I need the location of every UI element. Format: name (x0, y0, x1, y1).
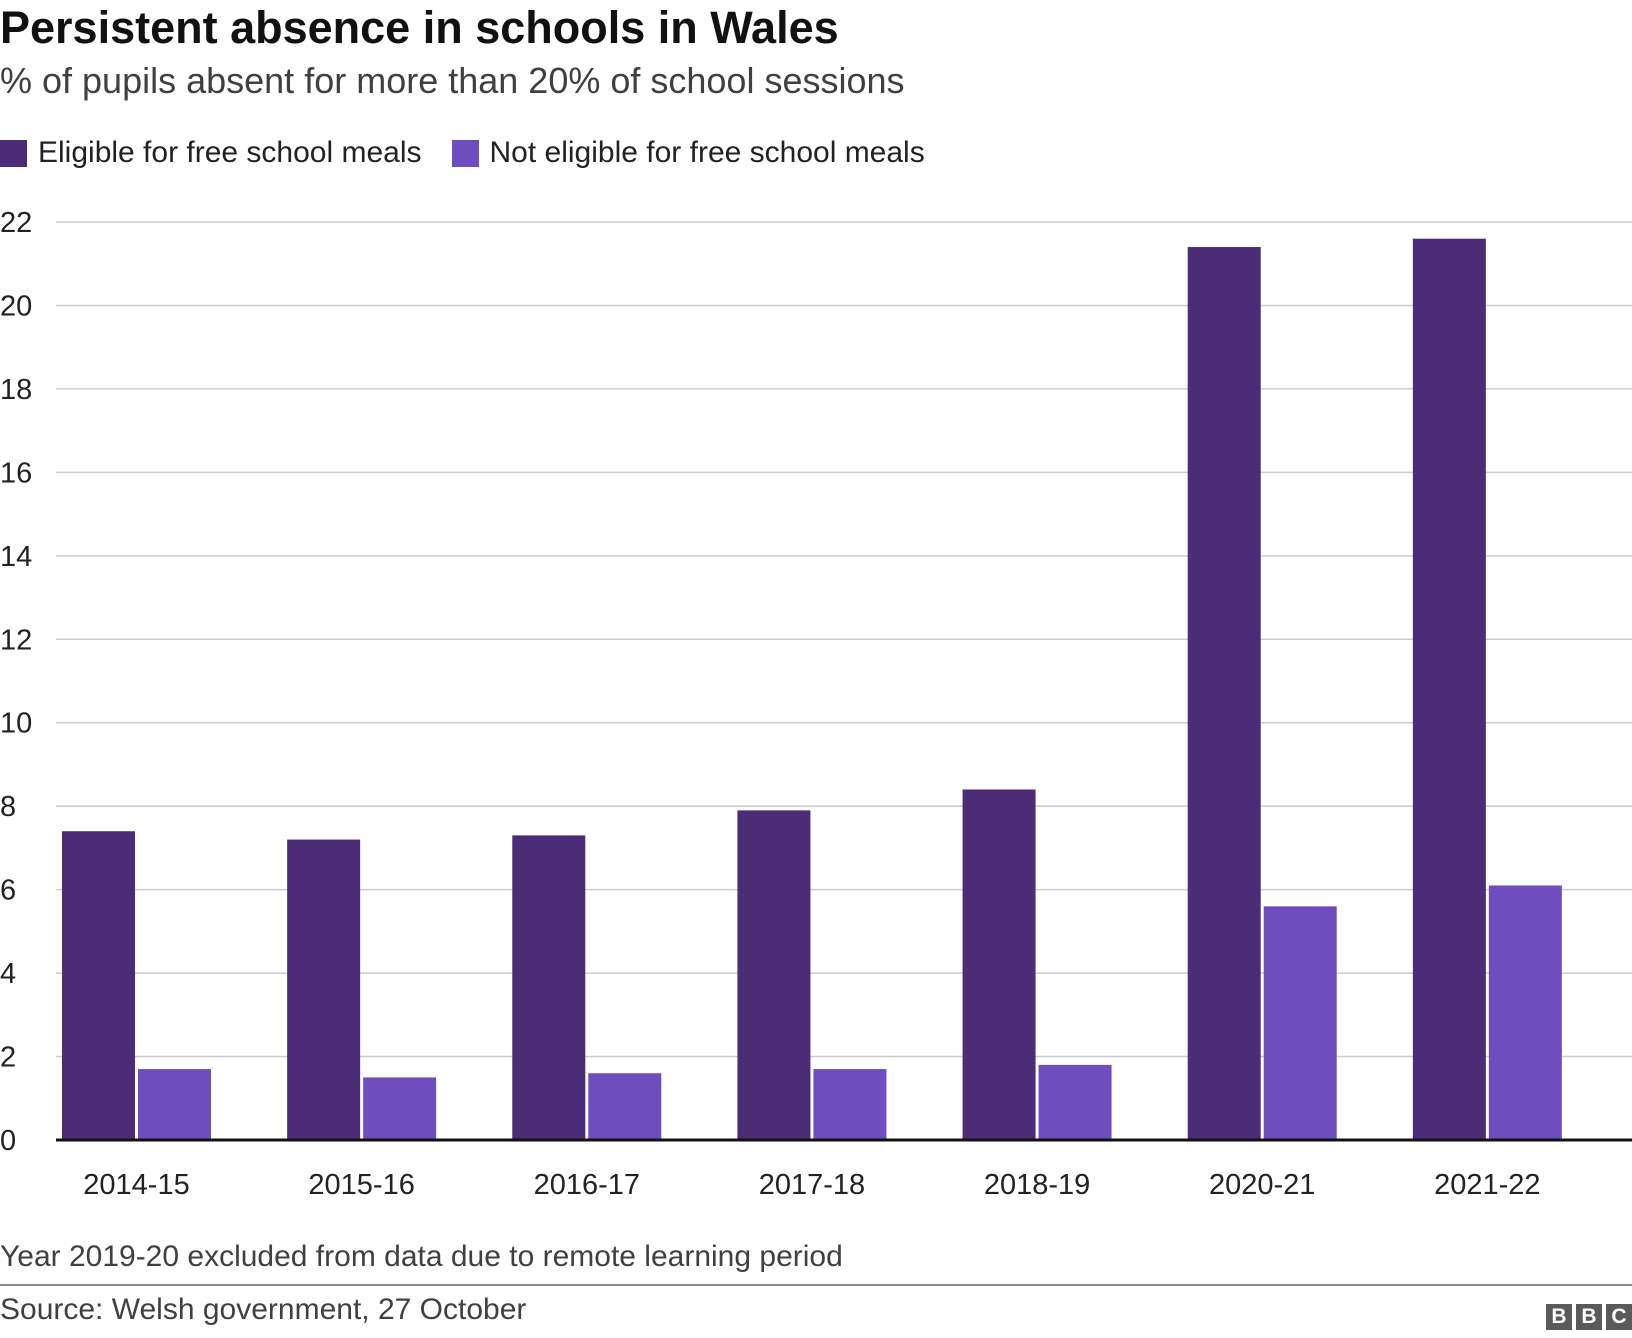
legend-label-eligible: Eligible for free school meals (38, 136, 422, 169)
legend-swatch-eligible (0, 139, 27, 167)
chart-title: Persistent absence in schools in Wales (0, 2, 839, 53)
logo-letter: B (1546, 1304, 1572, 1330)
footnote: Year 2019-20 excluded from data due to r… (0, 1240, 843, 1273)
x-tick-label: 2016-17 (534, 1169, 640, 1200)
x-tick-label: 2021-22 (1434, 1169, 1540, 1200)
bar-eligible (287, 839, 361, 1140)
y-tick-label: 10 (0, 708, 32, 740)
y-tick-label: 16 (0, 457, 32, 489)
bar-not-eligible (138, 1069, 211, 1140)
y-tick-label: 0 (0, 1125, 16, 1157)
bar-not-eligible (1488, 885, 1562, 1140)
bar-not-eligible (1263, 906, 1337, 1140)
chart-subtitle: % of pupils absent for more than 20% of … (0, 60, 905, 101)
legend-item-eligible: Eligible for free school meals (0, 136, 422, 170)
bbc-logo: B B C (1542, 1304, 1632, 1330)
x-tick-label: 2018-19 (984, 1169, 1090, 1200)
source-text: Source: Welsh government, 27 October (0, 1293, 527, 1326)
x-tick-label: 2020-21 (1209, 1169, 1315, 1200)
x-tick-label: 2014-15 (83, 1169, 189, 1200)
y-tick-label: 6 (0, 875, 16, 907)
y-tick-label: 8 (0, 791, 16, 823)
bar-chart: 0 2 4 6 8 10 12 14 16 18 20 22 2014-15 2015-16 2016-1… (0, 207, 1632, 1200)
bar-eligible (962, 789, 1036, 1140)
y-tick-label: 14 (0, 541, 32, 573)
bar-eligible (512, 835, 586, 1140)
legend-swatch-not-eligible (451, 139, 479, 167)
y-tick-label: 12 (0, 624, 32, 656)
bar-eligible (1412, 238, 1486, 1140)
bars (62, 238, 1562, 1140)
x-tick-label: 2015-16 (308, 1169, 414, 1200)
y-tick-label: 2 (0, 1042, 16, 1074)
bar-eligible (1187, 247, 1261, 1140)
bar-not-eligible (588, 1073, 662, 1140)
bar-eligible (737, 810, 811, 1140)
footer-divider (0, 1284, 1632, 1286)
y-tick-label: 4 (0, 958, 16, 990)
legend-label-not-eligible: Not eligible for free school meals (489, 136, 925, 169)
bar-not-eligible (363, 1077, 437, 1140)
y-tick-label: 22 (0, 207, 32, 239)
legend-item-not-eligible: Not eligible for free school meals (451, 136, 925, 170)
logo-letter: C (1606, 1304, 1632, 1330)
bar-not-eligible (1038, 1064, 1112, 1140)
y-tick-label: 20 (0, 290, 32, 322)
bar-eligible (62, 831, 135, 1140)
x-tick-label: 2017-18 (759, 1169, 865, 1200)
bar-not-eligible (813, 1069, 887, 1140)
x-axis-tick-labels: 2014-15 2015-16 2016-17 2017-18 2018-19 2020-… (83, 1169, 1540, 1200)
y-axis-tick-labels: 0 2 4 6 8 10 12 14 16 18 20 22 (0, 207, 32, 1157)
legend: Eligible for free school meals Not eligi… (0, 133, 955, 173)
logo-letter: B (1576, 1304, 1602, 1330)
y-tick-label: 18 (0, 374, 32, 406)
